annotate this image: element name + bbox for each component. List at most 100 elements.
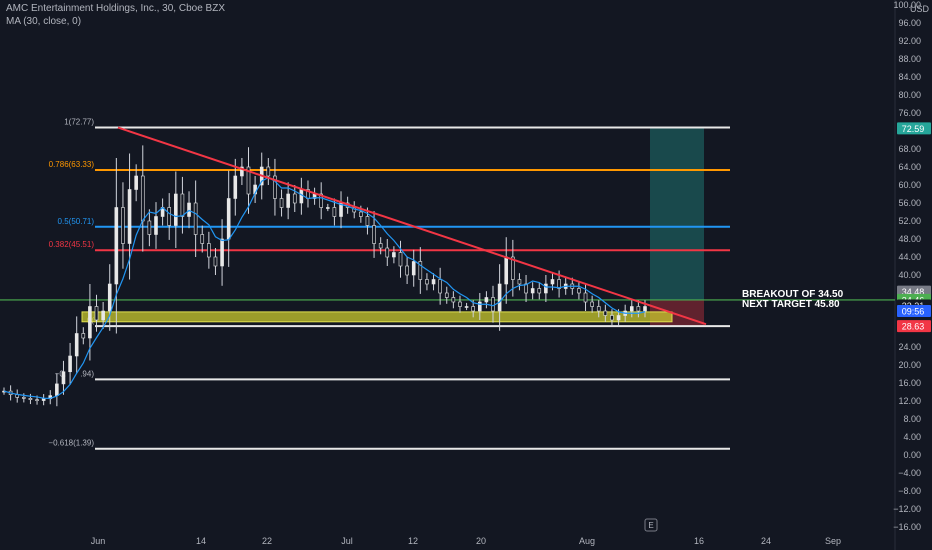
candle-body <box>233 175 238 199</box>
x-tick-label: Jul <box>341 536 353 546</box>
candle-body <box>266 166 271 177</box>
y-tick-label: 52.00 <box>898 216 921 226</box>
candle-body <box>193 202 198 235</box>
candle-body <box>537 288 542 294</box>
candle-body <box>134 175 138 190</box>
x-tick-label: 24 <box>761 536 771 546</box>
y-tick-label: 60.00 <box>898 180 921 190</box>
price-label: 72.59 <box>902 124 925 134</box>
candle-body <box>392 252 396 258</box>
candle-body <box>101 310 105 321</box>
candle-body <box>405 265 409 276</box>
candle-body <box>590 301 594 307</box>
candle-body <box>167 207 172 226</box>
candle-body <box>444 292 449 298</box>
x-tick-label: Sep <box>825 536 841 546</box>
fib-level-label: 0.786(63.33) <box>49 160 95 169</box>
candle-body <box>28 397 33 400</box>
price-label: 09:56 <box>902 307 925 317</box>
candle-body <box>603 310 608 316</box>
price-label: 28.63 <box>902 322 925 332</box>
candle-body <box>583 292 588 303</box>
candle-body <box>154 216 158 235</box>
x-tick-label: Jun <box>91 536 106 546</box>
y-tick-label: 76.00 <box>898 108 921 118</box>
y-tick-label: 4.00 <box>903 432 921 442</box>
price-axis-panel <box>895 0 932 550</box>
fib-level-label: 0.5(50.71) <box>58 217 95 226</box>
y-tick-label: 8.00 <box>903 414 921 424</box>
candle-body <box>174 193 178 226</box>
target-zone <box>650 128 704 300</box>
candle-body <box>114 207 119 285</box>
price-label-bg <box>897 122 931 135</box>
annotation-target: NEXT TARGET 45.80 <box>742 299 840 310</box>
candle-body <box>81 333 86 339</box>
y-tick-label: 64.00 <box>898 162 921 172</box>
candle-body <box>147 220 152 235</box>
y-tick-label: −8.00 <box>898 486 921 496</box>
candle-body <box>464 306 469 308</box>
candle-body <box>418 261 423 280</box>
candle-body <box>491 297 495 312</box>
candle-body <box>121 207 125 244</box>
y-tick-label: 88.00 <box>898 54 921 64</box>
candle-body <box>326 207 330 209</box>
candle-body <box>596 306 601 312</box>
candle-body <box>273 175 277 199</box>
candle-body <box>451 297 456 303</box>
candle-body <box>61 371 66 385</box>
y-tick-label: 56.00 <box>898 198 921 208</box>
downtrend-line <box>117 126 707 326</box>
candle-body <box>372 225 376 244</box>
y-tick-label: −4.00 <box>898 468 921 478</box>
candle-body <box>226 198 231 240</box>
fib-level-label: 0.382(45.51) <box>49 240 95 249</box>
fib-level-label: −0.618(1.39) <box>48 439 94 448</box>
candle-body <box>207 243 211 258</box>
candle-body <box>524 283 528 294</box>
candle-body <box>544 283 548 294</box>
y-tick-label: −16.00 <box>893 522 921 532</box>
y-tick-label: 12.00 <box>898 396 921 406</box>
candle-body <box>200 234 205 244</box>
candle-body <box>497 283 502 312</box>
candle-body <box>332 207 337 217</box>
y-tick-label: 24.00 <box>898 342 921 352</box>
candle-body <box>471 306 475 312</box>
y-tick-label: 84.00 <box>898 72 921 82</box>
candle-body <box>550 279 555 285</box>
candle-body <box>140 175 145 222</box>
y-tick-label: 96.00 <box>898 18 921 28</box>
candle-body <box>636 306 641 312</box>
earnings-event-label: E <box>648 521 653 530</box>
candle-body <box>220 238 224 267</box>
candle-body <box>240 166 244 177</box>
candle-body <box>74 333 79 357</box>
candle-body <box>530 288 535 294</box>
earnings-event-icon <box>644 518 658 532</box>
price-label: 34.48 <box>902 287 925 297</box>
candle-body <box>610 315 614 321</box>
candle-body <box>359 211 363 217</box>
moving-average-line <box>3 176 646 399</box>
x-tick-label: 14 <box>196 536 206 546</box>
candle-body <box>577 288 581 294</box>
candle-body <box>484 297 489 303</box>
x-tick-label: Aug <box>579 536 595 546</box>
x-tick-label: 22 <box>262 536 272 546</box>
candle-body <box>557 279 561 289</box>
chart-title: AMC Entertainment Holdings, Inc., 30, Cb… <box>6 3 225 14</box>
candle-body <box>127 189 132 244</box>
candle-body <box>438 279 442 294</box>
candle-body <box>425 279 429 285</box>
candle-body <box>41 398 46 401</box>
candle-body <box>398 252 403 267</box>
price-label-bg <box>897 305 931 317</box>
candle-body <box>385 247 390 258</box>
x-tick-label: 16 <box>694 536 704 546</box>
fib-level-label: 1(72.77) <box>64 118 94 127</box>
price-label-bg <box>897 320 931 333</box>
